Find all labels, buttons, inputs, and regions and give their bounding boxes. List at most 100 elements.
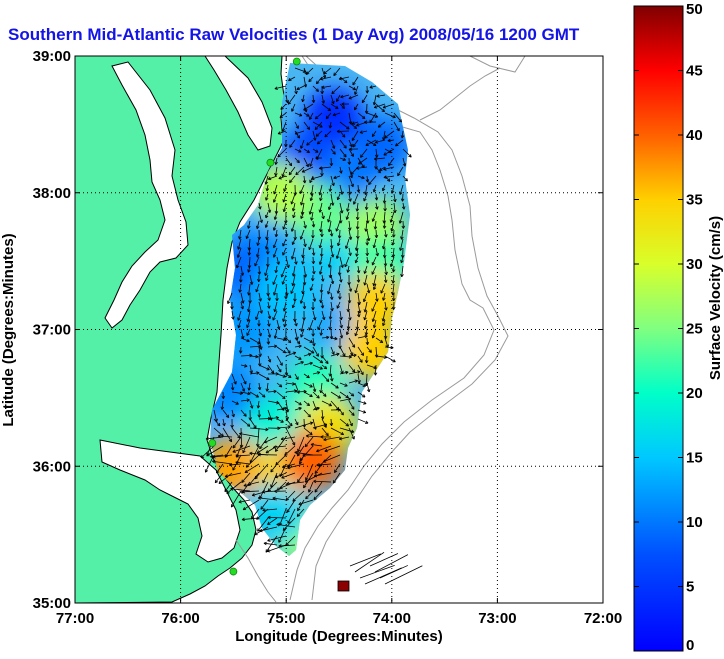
velocity-arrow [274, 436, 287, 452]
velocity-arrow [359, 130, 368, 134]
colorbar-label: Surface Velocity (cm/s) [707, 216, 724, 380]
velocity-arrow [356, 274, 361, 283]
velocity-arrow [282, 310, 287, 322]
velocity-arrow [372, 238, 377, 249]
velocity-arrow [355, 211, 360, 220]
velocity-arrow [384, 301, 388, 311]
velocity-arrow [330, 391, 342, 399]
velocity-arrow [339, 184, 344, 195]
velocity-arrow [312, 121, 323, 128]
velocity-arrow [303, 382, 313, 388]
velocity-arrow [264, 265, 269, 276]
velocity-arrow [254, 256, 260, 267]
velocity-arrow [306, 139, 314, 146]
velocity-arrow [257, 274, 261, 282]
velocity-arrow [369, 85, 377, 89]
velocity-arrow [312, 346, 319, 357]
velocity-arrow [400, 265, 404, 278]
velocity-arrow [348, 364, 356, 373]
velocity-arrow [316, 463, 332, 467]
velocity-arrow [276, 425, 291, 429]
velocity-arrow [285, 409, 289, 421]
velocity-arrow [391, 265, 396, 273]
velocity-arrow [230, 418, 234, 428]
velocity-arrow [374, 554, 409, 573]
velocity-arrow [276, 522, 296, 528]
velocity-arrow [336, 129, 350, 134]
velocity-arrow [366, 283, 371, 294]
velocity-arrow [346, 265, 350, 273]
velocity-arrow [312, 265, 316, 275]
velocity-arrow [265, 274, 269, 282]
velocity-arrow [267, 292, 271, 301]
velocity-arrow [357, 364, 364, 376]
velocity-arrow [278, 544, 296, 548]
velocity-arrow [259, 526, 278, 533]
velocity-arrow [295, 166, 305, 176]
velocity-arrow [321, 355, 329, 365]
velocity-arrow [339, 76, 348, 84]
velocity-arrow [338, 76, 350, 81]
velocity-arrow [294, 450, 314, 456]
velocity-arrow [323, 67, 332, 75]
velocity-arrow [317, 319, 323, 330]
velocity-arrow [291, 103, 296, 112]
velocity-arrow [303, 373, 310, 379]
x-tick-label: 72:00 [584, 610, 622, 627]
velocity-arrow [372, 319, 377, 329]
velocity-arrow [288, 166, 296, 176]
velocity-arrow [281, 166, 287, 177]
velocity-arrow [389, 211, 395, 223]
velocity-arrow [238, 499, 251, 504]
x-axis-ticks: 77:00 76:00 75:00 74:00 73:00 72:00 [56, 56, 622, 627]
velocity-arrow [265, 211, 269, 219]
velocity-arrow [384, 265, 388, 275]
velocity-arrow [321, 85, 332, 89]
velocity-arrow [339, 346, 346, 357]
velocity-arrow [351, 130, 359, 141]
velocity-arrow [298, 499, 314, 506]
velocity-arrow [310, 211, 314, 221]
velocity-arrow [291, 301, 296, 309]
velocity-arrow [262, 508, 278, 512]
velocity-arrow [393, 202, 397, 213]
velocity-arrow [330, 427, 344, 436]
velocity-arrow [267, 301, 271, 309]
velocity-arrow [374, 193, 379, 201]
velocity-arrow [372, 94, 377, 106]
velocity-arrow [240, 292, 245, 304]
velocity-arrow [355, 319, 360, 330]
velocity-arrow [372, 274, 377, 287]
velocity-arrow [365, 139, 377, 146]
velocity-arrow [294, 256, 298, 265]
velocity-arrow [281, 274, 287, 285]
velocity-arrow [329, 229, 334, 237]
velocity-arrow [270, 463, 278, 473]
velocity-arrow [371, 301, 377, 312]
velocity-arrow [294, 355, 302, 360]
velocity-arrow [398, 211, 404, 224]
velocity-arrow [276, 364, 282, 373]
velocity-arrow [304, 436, 314, 448]
velocity-arrow [348, 148, 354, 157]
velocity-arrow [356, 184, 361, 193]
velocity-arrow [291, 238, 296, 245]
velocity-arrow [320, 301, 325, 309]
velocity-arrow [363, 310, 368, 321]
velocity-arrow [258, 373, 270, 381]
grid-lines [75, 56, 603, 603]
velocity-arrow [354, 256, 359, 264]
velocity-arrow [330, 346, 335, 355]
velocity-arrow [288, 76, 296, 82]
velocity-arrow [389, 256, 395, 268]
velocity-arrow [379, 565, 408, 579]
velocity-arrow [374, 139, 386, 144]
velocity-arrow [309, 112, 314, 120]
velocity-arrow [257, 319, 261, 327]
velocity-arrow [356, 310, 361, 318]
velocity-arrow [322, 454, 341, 463]
velocity-arrow [273, 445, 287, 449]
velocity-arrow [348, 418, 353, 427]
velocity-arrow [319, 382, 323, 394]
velocity-arrow [239, 274, 243, 283]
